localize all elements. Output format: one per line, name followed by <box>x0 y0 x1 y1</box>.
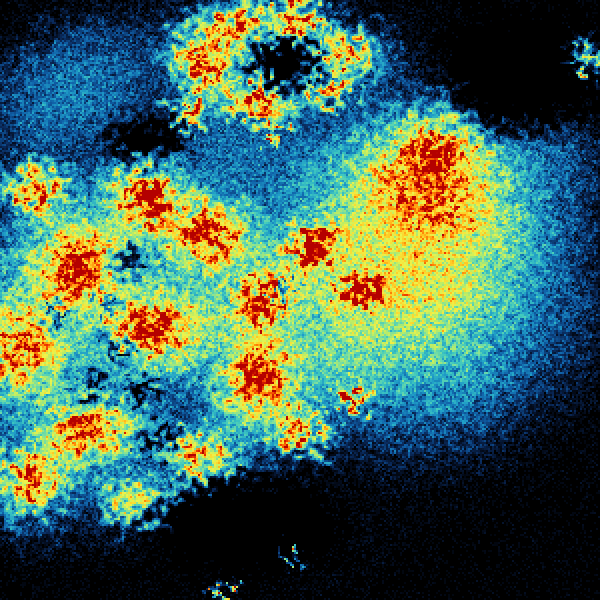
radar-reflectivity-canvas[interactable] <box>0 0 600 600</box>
radar-image-viewport[interactable] <box>0 0 600 600</box>
